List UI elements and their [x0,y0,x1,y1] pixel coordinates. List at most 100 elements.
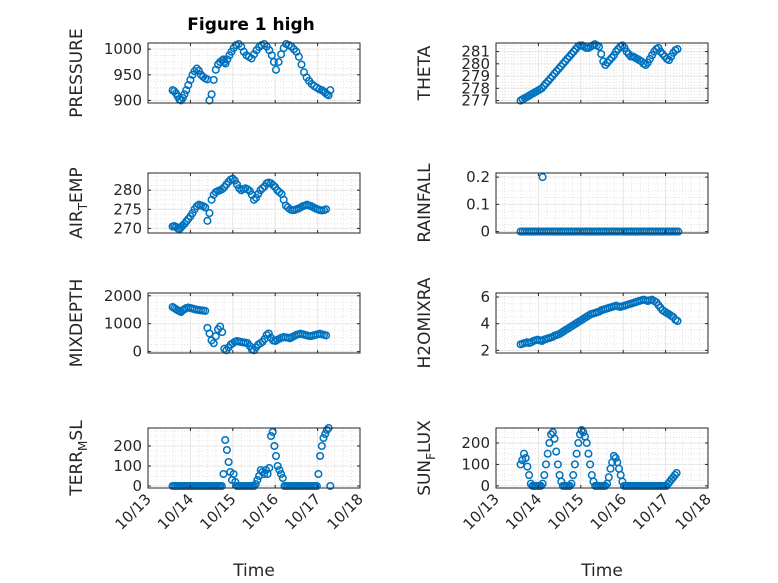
y-axis-label: MIXDEPTH [67,279,87,368]
y-tick-label: 279 [461,67,490,85]
data-point [203,216,212,225]
y-tick-label: 1000 [104,40,142,58]
data-point [545,438,554,448]
data-point [277,469,286,479]
y-tick-label: 0 [132,477,142,495]
y-tick-label: 1000 [104,315,142,333]
y-tick-label: 0 [132,343,142,361]
data-point [205,329,214,338]
data-point [319,433,328,443]
data-point [222,445,231,455]
data-point [274,57,283,67]
figure-title: Figure 1 high [187,15,315,35]
data-point [543,449,552,458]
data-point [201,203,210,212]
y-axis-label: TERRMSL [67,420,90,497]
data-point [541,460,551,469]
data-point [258,184,267,193]
x-axis-label: Time [580,561,623,581]
data-point [673,45,682,54]
data-point [597,49,606,59]
axes-background [496,173,708,233]
y-tick-label: 200 [113,437,142,455]
axes-frame [147,172,361,234]
data-point [673,316,682,326]
axes-frame [147,42,361,104]
data-point [604,473,613,482]
data-point [275,188,284,197]
y-tick-label: 280 [113,181,142,199]
data-point [321,429,330,439]
y-tick-label: 950 [113,66,142,84]
data-point [519,449,529,458]
data-point [523,462,532,471]
data-point [570,460,579,469]
y-axis-label: SUNFLUX [415,420,438,496]
data-point [516,460,525,469]
y-tick-label: 6 [480,288,490,306]
data-point [207,90,216,99]
axes-frame [495,292,709,354]
y-tick-label: 0 [480,477,490,495]
data-point [670,471,679,480]
data-point [572,449,581,458]
y-tick-label: 281 [461,43,490,61]
y-axis-label: THETA [415,45,435,101]
data-point [271,65,281,74]
x-axis-label: Time [232,561,275,581]
subplot-6: 2 4 6 H2OMIXRA [415,277,709,369]
data-point [540,471,549,480]
data-point [268,427,277,437]
data-point [221,59,230,68]
data-point [201,306,210,315]
data-point [253,475,262,485]
data-point [316,451,325,461]
y-tick-label: 200 [461,434,490,452]
data-point [586,460,595,469]
data-point [569,471,578,480]
data-point [223,55,232,64]
data-point [249,481,259,491]
y-axis-label: AIRTEMP [67,167,90,238]
y-tick-label: 278 [461,79,490,97]
data-point [317,441,326,451]
y-axis-label: RAINFALL [415,163,435,243]
y-tick-label: 2 [480,341,490,359]
subplot-1: 900 950 1000 PRESSURE [67,28,361,118]
data-point [249,195,259,204]
y-tick-label: 4 [480,315,490,333]
data-point [552,447,561,456]
y-tick-label: 280 [461,55,490,73]
data-point [265,463,274,473]
y-tick-label: 275 [113,200,142,218]
data-point [269,57,278,67]
data-point [567,479,576,488]
data-point [218,185,227,194]
data-point [553,460,562,469]
subplot-4: 0 0.1 0.2 RAINFALL [415,163,709,243]
data-point [525,471,534,480]
data-point [192,64,201,73]
data-point [273,461,282,471]
data-point [550,434,559,443]
data-point [326,86,335,95]
data-point [672,468,681,478]
data-point [230,176,239,185]
data-point [205,209,214,218]
axes-frame [495,172,709,234]
data-point [217,481,226,491]
data-point [180,90,189,99]
data-point [538,173,547,182]
data-point [209,75,218,84]
data-point [194,66,203,75]
y-tick-label: 900 [113,91,142,109]
y-tick-label: 2000 [104,287,142,305]
data-point [674,227,683,236]
data-point [579,428,588,437]
data-point [260,469,269,479]
y-tick-label: 270 [113,219,142,237]
data-point [312,481,321,491]
